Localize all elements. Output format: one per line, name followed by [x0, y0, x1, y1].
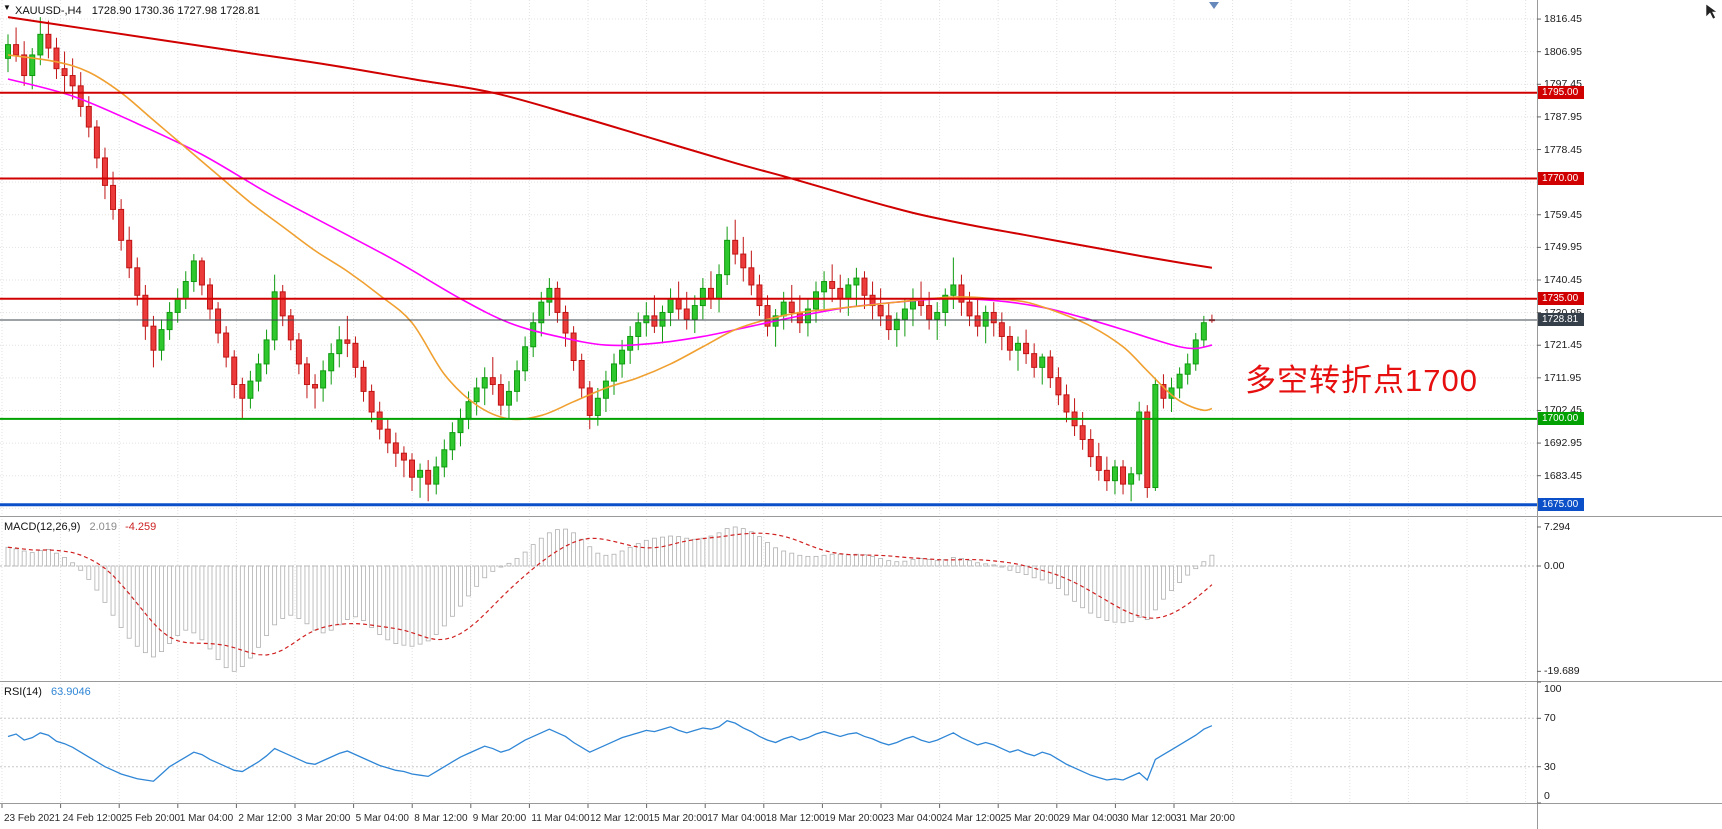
date-tick-label: 11 Mar 04:00	[531, 813, 590, 824]
price-tick-label: 1759.45	[1544, 208, 1582, 221]
date-tick-label: 8 Mar 12:00	[414, 813, 468, 824]
date-tick-label: 9 Mar 20:00	[472, 813, 527, 824]
macd-indicator-label: MACD(12,26,9) 2.019 -4.259	[4, 521, 156, 533]
price-line-badge: 1675.00	[1538, 498, 1584, 512]
chart-header: XAUUSD-,H4 1728.90 1730.36 1727.98 1728.…	[15, 5, 260, 17]
price-line-badge: 1795.00	[1538, 86, 1584, 100]
date-tick-label: 2 Mar 12:00	[238, 813, 292, 824]
date-tick-label: 3 Mar 20:00	[297, 813, 351, 824]
rsi-tick-label: 100	[1544, 683, 1562, 695]
grid-lines	[0, 0, 1537, 803]
macd-name: MACD(12,26,9)	[4, 521, 81, 533]
price-tick-label: 1749.95	[1544, 241, 1582, 254]
date-tick-label: 12 Mar 12:00	[590, 813, 649, 824]
date-tick-label: 24 Mar 12:00	[941, 813, 1001, 824]
price-tick-label: 1787.95	[1544, 110, 1582, 123]
rsi-panel	[0, 717, 1537, 782]
date-tick-label: 17 Mar 04:00	[707, 813, 767, 824]
macd-tick-label: -19.689	[1544, 665, 1580, 678]
price-tick-label: 1711.95	[1544, 371, 1582, 384]
price-tick-label: 1778.45	[1544, 143, 1582, 156]
date-tick-label: 31 Mar 20:00	[1176, 813, 1235, 824]
horizontal-lines	[0, 91, 1537, 507]
date-tick-label: 15 Mar 20:00	[648, 813, 708, 824]
price-line-badge: 1770.00	[1538, 172, 1584, 186]
price-tick-label: 1721.45	[1544, 339, 1582, 352]
moving-averages	[7, 16, 1213, 421]
annotation-text[interactable]: 多空转折点1700	[1245, 363, 1478, 398]
rsi-tick-label: 0	[1544, 790, 1550, 802]
macd-main-value: 2.019	[89, 521, 118, 533]
rsi-value: 63.9046	[50, 686, 91, 698]
price-line-badge: 1700.00	[1538, 412, 1584, 426]
date-tick-label: 24 Feb 12:00	[62, 813, 122, 824]
price-tick-label: 1806.95	[1544, 45, 1582, 58]
axis-tick-marks	[1, 18, 1541, 808]
date-tick-label: 29 Mar 04:00	[1058, 813, 1118, 824]
rsi-name: RSI(14)	[4, 686, 42, 698]
macd-signal-value: -4.259	[125, 521, 157, 533]
chart-dropdown-icon[interactable]: ▼	[3, 3, 11, 12]
date-tick-label: 1 Mar 04:00	[179, 813, 234, 824]
symbol-timeframe-label: XAUUSD-,H4	[15, 5, 82, 17]
ma-short-orange	[7, 54, 1213, 421]
macd-tick-label: 0.00	[1544, 560, 1565, 572]
rsi-tick-label: 70	[1544, 712, 1556, 725]
date-tick-label: 19 Mar 20:00	[824, 813, 884, 824]
date-tick-label: 25 Mar 20:00	[1000, 813, 1060, 824]
candlesticks	[5, 17, 1215, 502]
rsi-tick-label: 30	[1544, 760, 1556, 773]
mouse-cursor-icon	[1705, 3, 1718, 20]
macd-tick-label: 7.294	[1544, 520, 1571, 533]
macd-panel	[0, 526, 1537, 672]
date-tick-label: 23 Mar 04:00	[883, 813, 942, 824]
price-tick-label: 1692.95	[1544, 437, 1582, 450]
date-tick-label: 23 Feb 2021	[4, 813, 61, 824]
price-line-badge: 1735.00	[1538, 292, 1584, 306]
rsi-indicator-label: RSI(14) 63.9046	[4, 686, 91, 698]
date-tick-label: 25 Feb 20:00	[121, 813, 181, 824]
ma-medium-magenta	[7, 78, 1213, 350]
date-tick-label: 5 Mar 04:00	[355, 813, 409, 824]
chart-shift-marker-icon	[1209, 2, 1219, 9]
date-tick-label: 30 Mar 12:00	[1117, 813, 1177, 824]
price-line-badge: 1728.81	[1538, 313, 1584, 327]
ma-long-red	[7, 16, 1213, 269]
ohlc-values: 1728.90 1730.36 1727.98 1728.81	[91, 5, 260, 17]
date-tick-label: 18 Mar 12:00	[765, 813, 825, 824]
price-tick-label: 1816.45	[1544, 13, 1582, 26]
price-tick-label: 1740.45	[1544, 273, 1582, 286]
price-tick-label: 1683.45	[1544, 469, 1582, 482]
